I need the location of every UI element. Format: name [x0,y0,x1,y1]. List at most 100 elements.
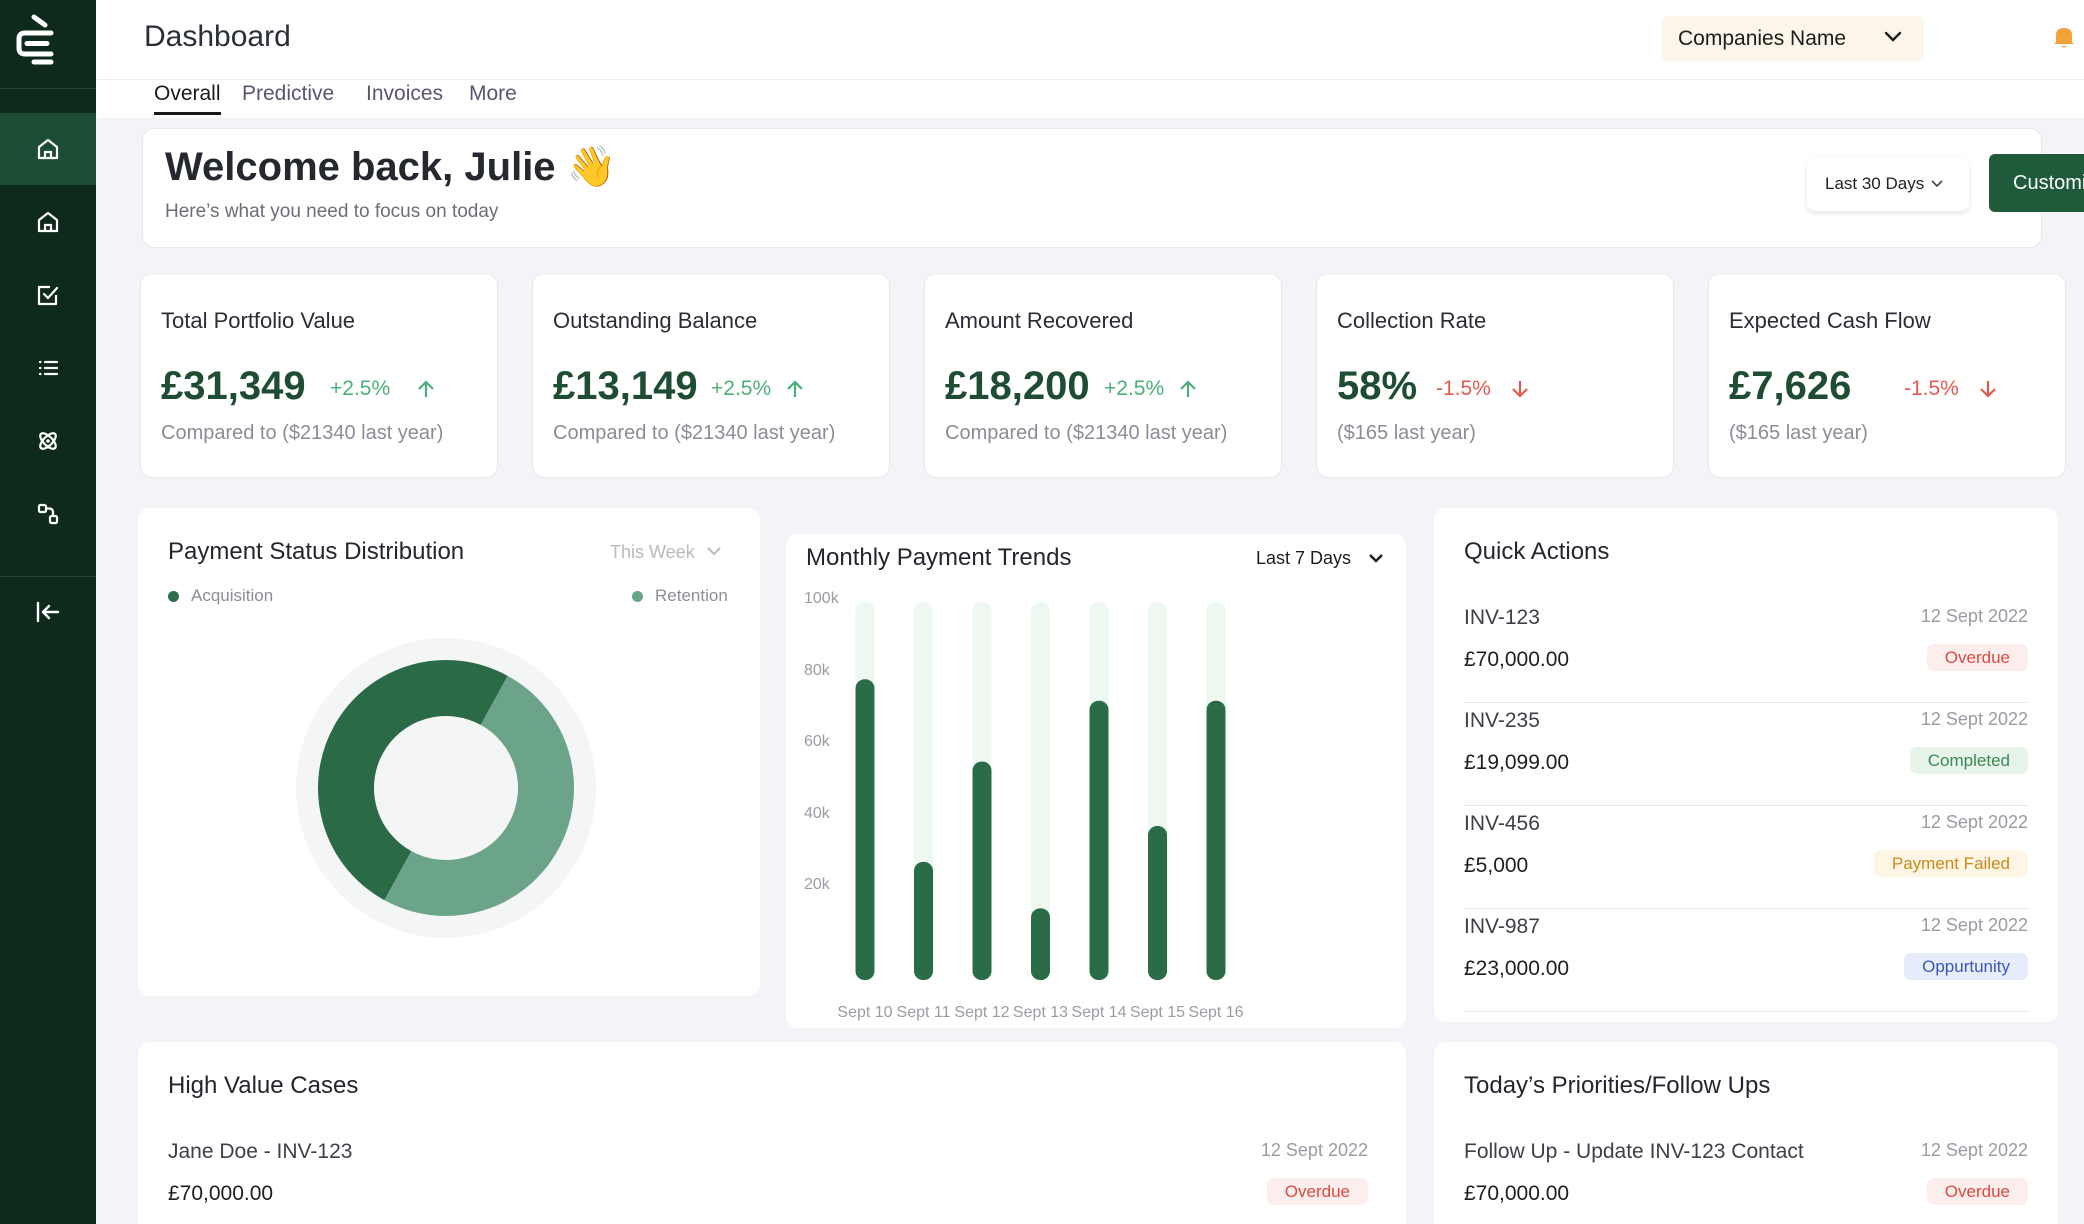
y-tick-label: 100k [804,590,839,607]
sidebar-collapse-button[interactable] [0,576,96,648]
trends-range-select[interactable]: Last 7 Days [1256,548,1384,569]
priority-row[interactable]: Follow Up - Update INV-123 Contact 12 Se… [1464,1134,2028,1224]
sidebar-item-workflows[interactable] [0,478,96,550]
x-tick-label: Sept 14 [1071,1004,1127,1021]
payment-status-title: Payment Status Distribution [168,538,465,565]
tab-overall[interactable]: Overall [154,82,221,115]
company-select-label: Companies Name [1678,26,1847,50]
invoice-id: INV-235 [1464,709,1540,732]
bar-chart [855,602,1226,980]
kpi-card-outstanding-balance: Outstanding Balance £13,149 +2.5% Compar… [532,273,890,478]
chevron-down-icon [707,547,721,556]
sidebar [0,0,96,1224]
invoice-date: 12 Sept 2022 [1920,812,2028,832]
kpi-value: £13,149 [553,364,698,408]
tab-invoices[interactable]: Invoices [366,82,444,105]
status-badge: Payment Failed [1873,850,2028,877]
trends-title: Monthly Payment Trends [806,544,1072,571]
invoice-date: 12 Sept 2022 [1920,606,2028,626]
quick-action-row[interactable]: INV-456 12 Sept 2022 £5,000 Payment Fail… [1464,806,2028,909]
y-tick-label: 20k [804,876,830,894]
legend-label: Retention [655,586,728,605]
arrow-down-icon [1980,381,1996,398]
high-value-row[interactable]: Jane Doe - INV-123 12 Sept 2022 £70,000.… [168,1134,1368,1224]
kpi-change: +2.5% [1104,377,1165,400]
kpi-card-amount-recovered: Amount Recovered £18,200 +2.5% Compared … [924,273,1282,478]
sidebar-item-tasks[interactable] [0,259,96,331]
legend-acquisition: Acquisition [168,586,273,606]
kpi-change: -1.5% [1904,377,1959,400]
welcome-card: Welcome back, Julie 👋 Here’s what you ne… [142,128,2084,248]
donut-slice-retention [384,675,574,916]
kpi-label: Collection Rate [1337,308,1487,333]
tab-predictive[interactable]: Predictive [242,82,335,105]
welcome-title: Welcome back, Julie 👋 [165,145,617,189]
x-tick-label: Sept 13 [1012,1004,1069,1021]
kpi-change: +2.5% [330,377,391,400]
bar-sept-13[interactable] [1031,908,1050,980]
sidebar-item-list[interactable] [0,332,96,404]
x-tick-label: Sept 11 [896,1004,951,1021]
kpi-label: Expected Cash Flow [1729,308,1931,333]
bar-sept-12[interactable] [972,761,992,980]
kpi-label: Total Portfolio Value [161,308,356,333]
arrow-up-icon [787,380,803,397]
quick-action-row[interactable]: INV-235 12 Sept 2022 £19,099.00 Complete… [1464,703,2028,806]
home-icon [37,138,59,160]
priority-label: Follow Up - Update INV-123 Contact [1464,1140,1804,1163]
kpi-compare: Compared to ($21340 last year) [945,422,1228,444]
period-select[interactable]: This Week [610,542,721,563]
status-badge: Oppurtunity [1904,953,2028,980]
kpi-value: £31,349 [161,364,306,408]
x-tick-label: Sept 12 [954,1004,1010,1021]
arrow-down-icon [1512,381,1528,398]
status-badge: Completed [1909,747,2028,774]
bar-sept-11[interactable] [914,861,933,980]
invoice-amount: £5,000 [1464,854,1529,877]
welcome-subtitle: Here’s what you need to focus on today [165,201,499,222]
chevron-down-icon [1931,180,1943,188]
customize-label: Customize [2013,171,2084,194]
logo-icon[interactable] [14,14,62,70]
invoice-id: INV-987 [1464,915,1540,938]
quick-action-row[interactable]: INV-987 12 Sept 2022 £23,000.00 Oppurtun… [1464,909,2028,1012]
bar-sept-14[interactable] [1089,700,1109,980]
priority-amount: £70,000.00 [1464,1182,1570,1205]
quick-action-row[interactable]: INV-123 12 Sept 2022 £70,000.00 Overdue [1464,600,2028,703]
top-bar: Dashboard Companies Name [96,0,2084,80]
invoice-date: 12 Sept 2022 [1920,915,2028,935]
invoice-amount: £23,000.00 [1464,957,1570,980]
sidebar-item-home-2[interactable] [0,186,96,258]
kpi-compare: ($165 last year) [1337,422,1476,444]
trends-range-label: Last 7 Days [1256,548,1352,568]
legend-retention: Retention [632,586,728,606]
priority-date: 12 Sept 2022 [1920,1140,2028,1160]
sidebar-item-home[interactable] [0,113,96,185]
page-title: Dashboard [144,20,291,53]
sidebar-divider [0,88,96,89]
bar-sept-10[interactable] [855,679,875,980]
tab-more[interactable]: More [469,82,517,105]
priorities-title: Today’s Priorities/Follow Ups [1464,1072,1771,1099]
status-badge: Overdue [1926,644,2028,671]
quick-actions-card: Quick Actions INV-123 12 Sept 2022 £70,0… [1434,508,2058,1022]
case-id: Jane Doe - INV-123 [168,1140,353,1163]
kpi-label: Amount Recovered [945,308,1134,333]
case-amount: £70,000.00 [168,1182,274,1205]
tab-bar: Overall Predictive Invoices More [96,80,2084,118]
kpi-compare: Compared to ($21340 last year) [161,422,444,444]
bar-sept-15[interactable] [1148,826,1167,980]
invoice-amount: £70,000.00 [1464,648,1570,671]
bar-sept-16[interactable] [1206,700,1226,980]
check-square-icon [37,285,59,306]
customize-button[interactable]: Customize [1989,154,2084,212]
company-select[interactable]: Companies Name [1662,16,1924,61]
legend-label: Acquisition [191,586,274,605]
kpi-change: +2.5% [711,377,772,400]
notifications-button[interactable] [2052,24,2076,55]
date-range-button[interactable]: Last 30 Days [1807,157,1969,211]
sidebar-item-integrations[interactable] [0,405,96,477]
y-tick-label: 80k [804,661,830,679]
kpi-value: £18,200 [945,364,1090,408]
kpi-compare: Compared to ($21340 last year) [553,422,836,444]
